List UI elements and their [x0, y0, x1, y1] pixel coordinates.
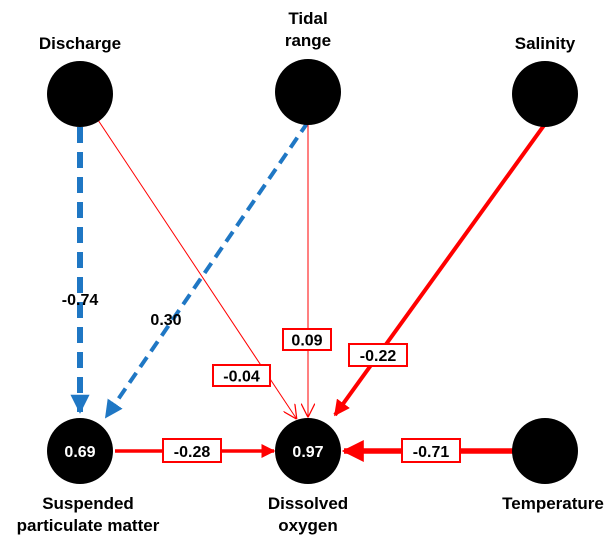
coef-tidal-do: 0.09 — [291, 333, 322, 350]
node-label-discharge: Discharge — [39, 34, 121, 53]
arrow-tidal-to-spm — [104, 120, 310, 419]
coef-box-tidal-do — [282, 328, 332, 351]
node-label-salinity: Salinity — [515, 34, 576, 53]
node-suspended-particulate-matter: 0.69 Suspended particulate matter — [17, 418, 160, 535]
coef-box-salinity-do — [348, 343, 408, 367]
coef-discharge-spm: -0.74 — [62, 292, 99, 309]
edge-tidal-spm: 0.30 — [104, 120, 310, 419]
node-value-do: 0.97 — [292, 444, 323, 461]
coef-discharge-do: -0.04 — [223, 369, 260, 386]
node-circle-temperature — [512, 418, 578, 484]
coef-box-discharge-do — [212, 364, 271, 387]
node-salinity: Salinity — [512, 34, 578, 127]
edge-discharge-spm: -0.74 — [62, 127, 99, 414]
node-label-spm-line2: particulate matter — [17, 516, 160, 535]
node-temperature: Temperature — [502, 418, 604, 513]
node-discharge: Discharge — [39, 34, 121, 127]
node-circle-tidal-range — [275, 59, 341, 125]
coef-temp-do: -0.71 — [413, 444, 450, 461]
node-tidal-range: Tidal range — [275, 9, 341, 125]
node-label-spm-line1: Suspended — [42, 494, 134, 513]
edge-salinity-do: -0.22 — [333, 122, 547, 417]
coef-box-temp-do — [401, 438, 461, 463]
edge-discharge-do: -0.04 — [97, 119, 296, 418]
node-value-spm: 0.69 — [64, 444, 95, 461]
node-label-do-line1: Dissolved — [268, 494, 348, 513]
node-label-tidal-line2: range — [285, 31, 331, 50]
node-dissolved-oxygen: 0.97 Dissolved oxygen — [268, 418, 348, 535]
edge-spm-do: -0.28 — [115, 438, 276, 463]
coef-tidal-spm: 0.30 — [150, 312, 181, 329]
edge-tidal-do: 0.09 — [282, 122, 332, 416]
arrow-salinity-to-do — [333, 122, 547, 417]
node-circle-spm — [47, 418, 113, 484]
coef-spm-do: -0.28 — [174, 444, 211, 461]
node-circle-salinity — [512, 61, 578, 127]
node-label-tidal-line1: Tidal — [288, 9, 327, 28]
node-label-do-line2: oxygen — [278, 516, 338, 535]
coef-box-spm-do — [162, 438, 222, 463]
coef-salinity-do: -0.22 — [360, 348, 397, 365]
node-label-temperature: Temperature — [502, 494, 604, 513]
node-circle-do — [275, 418, 341, 484]
edge-temp-do: -0.71 — [341, 438, 515, 463]
node-circle-discharge — [47, 61, 113, 127]
